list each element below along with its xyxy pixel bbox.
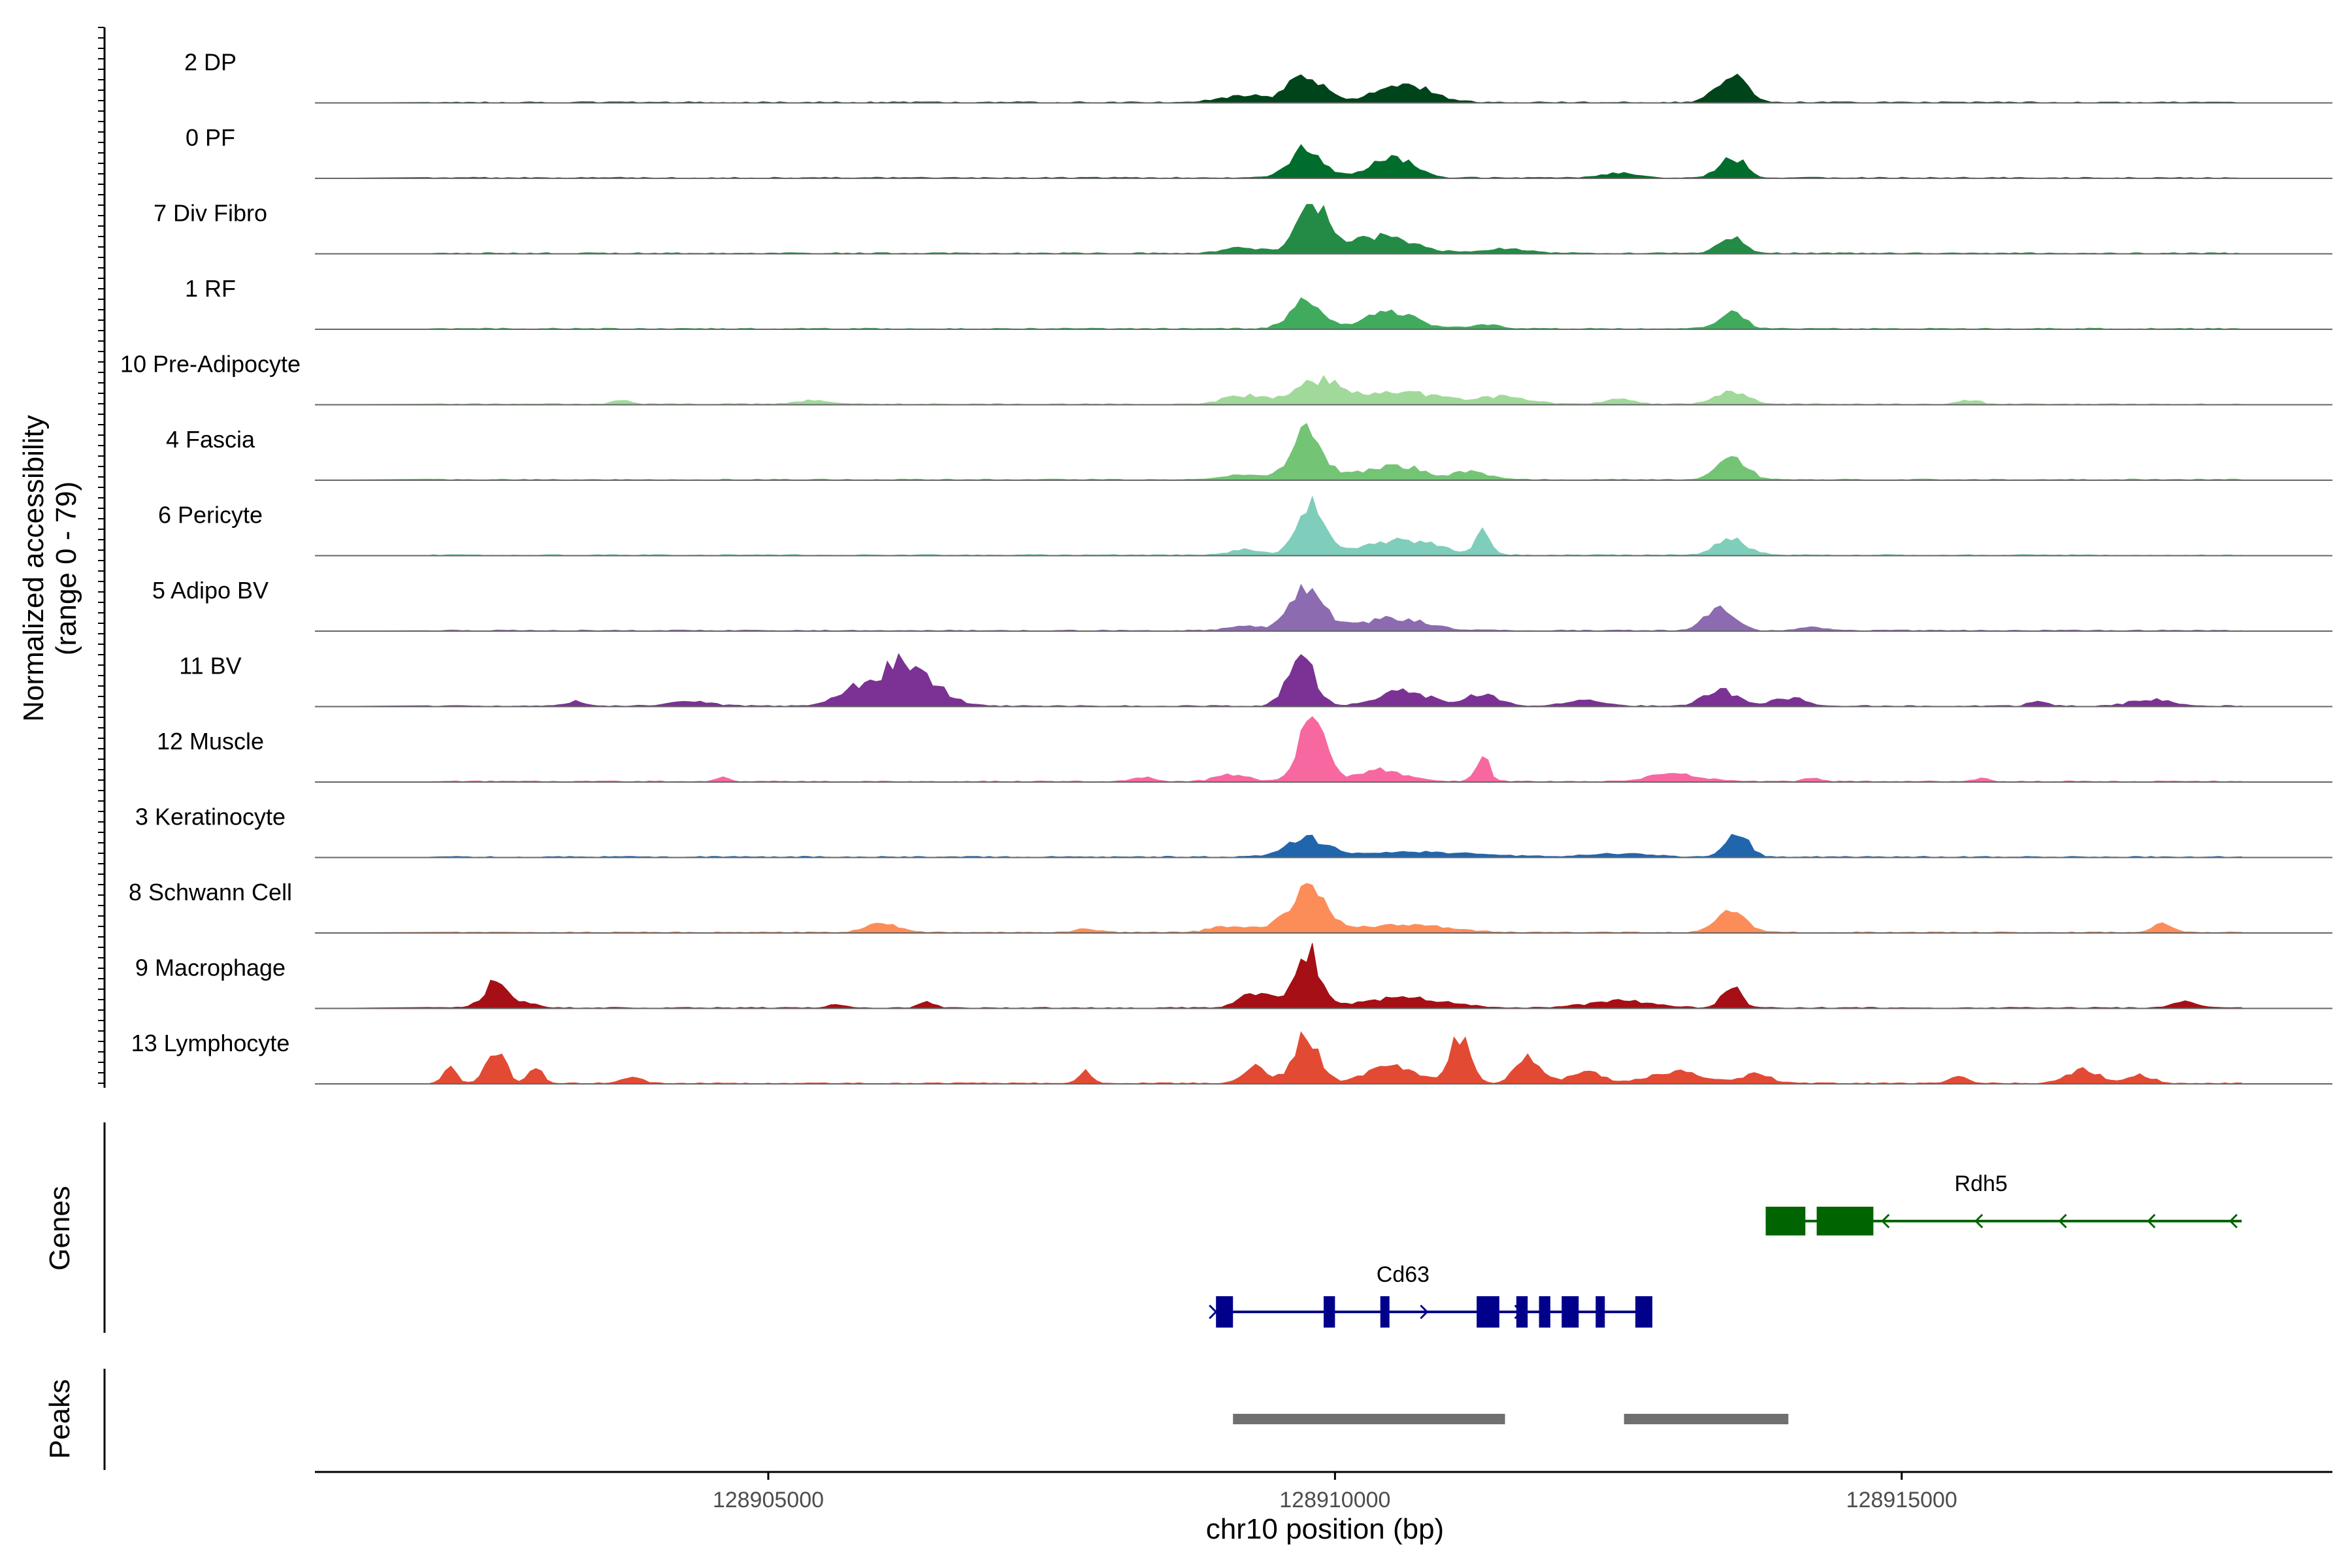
track-label: 1 RF <box>185 275 236 302</box>
gene-cd63: Cd63 <box>1209 1262 1653 1328</box>
gene-exon <box>1635 1296 1653 1328</box>
coverage-area <box>314 495 2242 557</box>
track-label: 0 PF <box>186 124 235 151</box>
y-axis-label: Normalized accessibility (range 0 - 79) <box>18 415 82 721</box>
x-axis: 128905000 128910000 128915000 <box>315 1471 2332 1512</box>
strand-arrow <box>2147 1213 2156 1229</box>
coverage-area <box>314 73 2242 104</box>
coverage-area <box>314 583 2242 632</box>
gene-exon <box>1595 1296 1605 1328</box>
gene-name-label: Cd63 <box>1377 1262 1429 1287</box>
strand-arrow <box>1420 1304 1429 1320</box>
track-5-adipo-bv: 5 Adipo BV <box>152 577 2332 632</box>
track-2-dp: 2 DP <box>184 49 2332 104</box>
strand-arrow <box>2229 1213 2238 1229</box>
track-10-pre-adipocyte: 10 Pre-Adipocyte <box>120 351 2332 406</box>
strand-arrow <box>1209 1304 1218 1320</box>
track-label: 10 Pre-Adipocyte <box>120 351 301 378</box>
coverage-area <box>314 423 2242 481</box>
track-7-div-fibro: 7 Div Fibro <box>154 200 2332 255</box>
genes-panel: Genes Rdh5 Cd63 <box>44 1122 2242 1333</box>
coverage-area <box>314 653 2242 708</box>
coverage-area <box>315 204 2242 255</box>
y-axis-label-line-1: Normalized accessibility <box>18 415 50 721</box>
coverage-area <box>314 1031 2242 1085</box>
track-13-lymphocyte: 13 Lymphocyte <box>131 1030 2332 1085</box>
genes-panel-label: Genes <box>44 1186 76 1271</box>
track-8-schwann-cell: 8 Schwann Cell <box>129 879 2332 934</box>
gene-exon <box>1324 1296 1335 1328</box>
track-6-pericyte: 6 Pericyte <box>158 495 2332 557</box>
track-label: 9 Macrophage <box>135 955 286 981</box>
coverage-tracks: 2 DP 0 PF 7 Div Fibro 1 RF 10 Pre-Adipocyte 4… <box>98 27 2332 1088</box>
gene-exon <box>1477 1296 1499 1328</box>
coverage-area <box>314 297 2242 330</box>
track-label: 5 Adipo BV <box>152 577 269 604</box>
track-3-keratinocyte: 3 Keratinocyte <box>135 804 2332 858</box>
strand-arrow <box>2058 1213 2067 1229</box>
coverage-area <box>314 375 2242 406</box>
track-11-bv: 11 BV <box>179 653 2332 708</box>
coverage-area <box>315 716 2242 783</box>
track-0-pf: 0 PF <box>186 124 2332 179</box>
x-axis-tick-label: 128910000 <box>1279 1488 1390 1512</box>
gene-exon <box>1216 1296 1233 1328</box>
coverage-area <box>314 834 2242 858</box>
gene-rdh5: Rdh5 <box>1765 1171 2242 1235</box>
track-4-fascia: 4 Fascia <box>166 423 2332 481</box>
x-axis-tick-label: 128905000 <box>713 1488 824 1512</box>
strand-arrow <box>1881 1213 1890 1229</box>
coverage-area <box>314 883 2242 934</box>
gene-exon <box>1380 1296 1390 1328</box>
gene-exon <box>1539 1296 1550 1328</box>
track-label: 4 Fascia <box>166 426 255 453</box>
track-label: 6 Pericyte <box>158 502 263 529</box>
gene-exon <box>1561 1296 1579 1328</box>
track-12-muscle: 12 Muscle <box>157 716 2332 783</box>
x-axis-label: chr10 position (bp) <box>1206 1513 1444 1545</box>
coverage-area <box>314 144 2242 179</box>
track-label: 11 BV <box>179 653 241 679</box>
gene-name-label: Rdh5 <box>1955 1171 2008 1196</box>
track-label: 3 Keratinocyte <box>135 804 286 830</box>
gene-exon <box>1816 1207 1874 1235</box>
peaks-panel-label: Peaks <box>44 1379 76 1459</box>
track-label: 7 Div Fibro <box>154 200 267 227</box>
y-axis-label-line-2: (range 0 - 79) <box>50 482 82 656</box>
strand-arrow <box>1514 1304 1523 1320</box>
track-label: 13 Lymphocyte <box>131 1030 290 1056</box>
track-9-macrophage: 9 Macrophage <box>135 943 2332 1009</box>
track-label: 12 Muscle <box>157 728 264 755</box>
coverage-area <box>314 943 2242 1009</box>
track-1-rf: 1 RF <box>185 275 2332 330</box>
strand-arrow <box>1974 1213 1984 1229</box>
peak-region <box>1624 1414 1789 1424</box>
x-axis-tick-label: 128915000 <box>1846 1488 1957 1512</box>
track-label: 8 Schwann Cell <box>129 879 292 906</box>
track-label: 2 DP <box>184 49 237 76</box>
gene-exon <box>1765 1207 1806 1235</box>
peak-region <box>1233 1414 1505 1424</box>
peaks-panel: Peaks <box>44 1369 1789 1470</box>
